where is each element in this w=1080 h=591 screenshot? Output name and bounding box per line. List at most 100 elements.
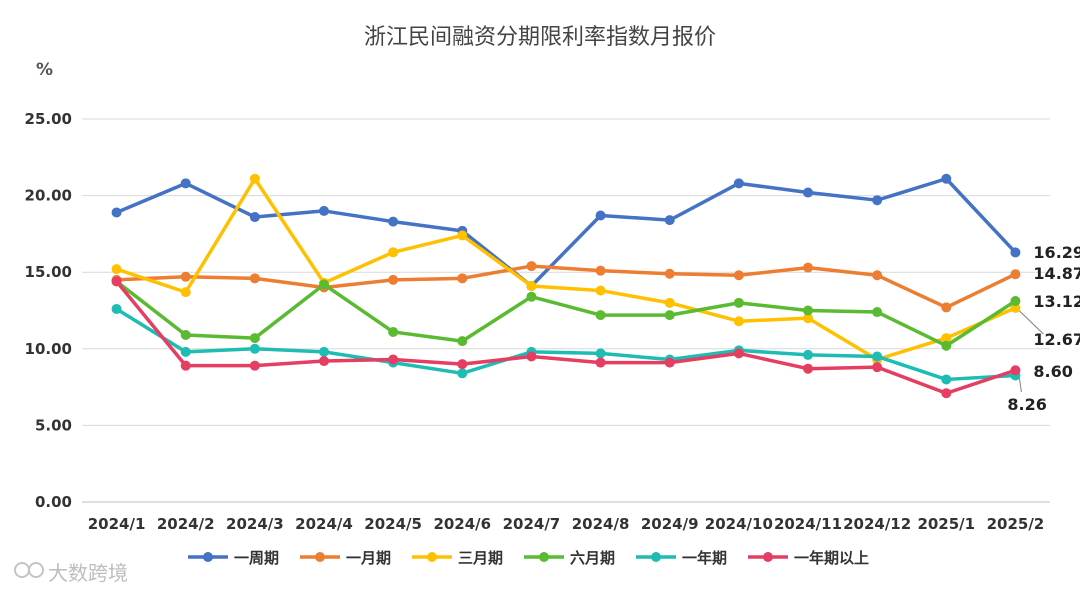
data-point <box>388 354 399 365</box>
data-point <box>733 178 744 189</box>
end-value-label: 13.12 <box>1033 292 1080 311</box>
data-point <box>664 215 675 226</box>
series-一月期 <box>111 261 1021 313</box>
data-point <box>526 351 537 362</box>
data-point <box>803 305 813 316</box>
data-point <box>249 173 260 184</box>
x-tick-label: 2024/5 <box>364 515 422 533</box>
series-一周期 <box>111 173 1021 291</box>
x-tick-label: 2024/4 <box>295 515 353 533</box>
data-point <box>803 313 813 324</box>
legend-label: 一周期 <box>234 549 279 567</box>
data-point <box>595 210 606 221</box>
data-point <box>249 212 260 223</box>
data-point <box>941 302 952 313</box>
data-point <box>803 349 813 360</box>
data-point <box>803 363 813 374</box>
data-point <box>319 346 329 357</box>
data-point <box>457 359 468 370</box>
data-point <box>457 230 468 241</box>
y-tick-label: 15.00 <box>25 263 72 281</box>
watermark: 大数跨境 <box>14 561 128 585</box>
data-point <box>1010 365 1021 376</box>
legend-item: 三月期 <box>412 549 503 567</box>
y-tick-label: 20.00 <box>25 187 72 205</box>
data-point <box>595 348 606 359</box>
data-point <box>388 247 399 258</box>
data-point <box>180 287 191 298</box>
data-point <box>941 173 952 184</box>
data-point <box>595 285 606 296</box>
legend-label: 一年期以上 <box>794 549 869 567</box>
data-point <box>111 264 122 275</box>
data-point <box>249 333 260 344</box>
data-point <box>872 307 883 318</box>
series-一年期以上 <box>111 276 1021 399</box>
data-point <box>180 330 191 341</box>
end-value-label: 14.87 <box>1033 264 1080 283</box>
data-point <box>526 261 537 272</box>
data-point <box>1010 247 1021 258</box>
data-point <box>457 336 468 347</box>
data-point <box>319 205 329 216</box>
x-tick-label: 2024/8 <box>572 515 630 533</box>
data-point <box>457 368 468 379</box>
data-point <box>872 351 883 362</box>
end-value-label: 8.60 <box>1033 362 1072 381</box>
legend-swatch-marker <box>427 552 437 562</box>
data-point <box>803 187 813 198</box>
data-point <box>872 362 883 373</box>
data-point <box>733 316 744 327</box>
end-value-label: 12.67 <box>1033 330 1080 349</box>
x-tick-label: 2025/1 <box>917 515 975 533</box>
legend-swatch-marker <box>315 552 325 562</box>
x-tick-label: 2024/3 <box>226 515 284 533</box>
x-axis-ticks: 2024/1 2024/2 2024/3 2024/4 2024/5 2024/6 2024… <box>88 515 1045 533</box>
legend-item: 一月期 <box>300 549 391 567</box>
data-point <box>595 310 606 321</box>
data-point <box>595 265 606 276</box>
x-tick-label: 2024/12 <box>843 515 911 533</box>
data-point <box>457 273 468 284</box>
legend-item: 一周期 <box>188 549 279 567</box>
series-line <box>114 264 1018 310</box>
watermark-logo-icon <box>14 562 44 578</box>
x-tick-label: 2024/2 <box>157 515 215 533</box>
y-axis-ticks: 0.00 5.00 10.00 15.00 20.00 25.00 <box>25 110 72 511</box>
data-point <box>319 356 329 367</box>
legend-label: 一年期 <box>682 549 727 567</box>
legend: 一周期 一月期 三月期 六月期 一年期 一年期以上 <box>188 549 869 567</box>
legend-item: 一年期 <box>636 549 727 567</box>
data-point <box>319 279 329 290</box>
data-point <box>249 273 260 284</box>
x-tick-label: 2024/10 <box>705 515 773 533</box>
data-point <box>526 291 537 302</box>
data-point <box>733 297 744 308</box>
data-point <box>180 178 191 189</box>
data-point <box>249 360 260 371</box>
data-point <box>664 357 675 368</box>
grid-lines <box>82 118 1050 503</box>
data-point <box>388 216 399 227</box>
legend-swatch-marker <box>203 552 213 562</box>
series-六月期 <box>111 276 1021 351</box>
watermark-text: 大数跨境 <box>48 561 128 585</box>
data-point <box>388 326 399 337</box>
data-point <box>595 357 606 368</box>
legend-swatch-marker <box>763 552 773 562</box>
legend-label: 六月期 <box>570 549 615 567</box>
x-tick-label: 2025/2 <box>987 515 1045 533</box>
end-value-label: 8.26 <box>1007 395 1046 414</box>
end-labels: 16.29 14.87 13.12 12.67 8.60 8.26 <box>1007 243 1080 414</box>
data-point <box>111 207 122 218</box>
y-tick-label: 5.00 <box>35 416 72 434</box>
y-tick-label: 25.00 <box>25 110 72 128</box>
series-line <box>114 176 1018 362</box>
series-line <box>114 307 1018 382</box>
end-value-label: 16.29 <box>1033 243 1080 262</box>
data-point <box>733 348 744 359</box>
y-unit-label: % <box>36 60 53 80</box>
data-point <box>803 262 813 273</box>
data-point <box>872 270 883 281</box>
data-point <box>664 268 675 279</box>
